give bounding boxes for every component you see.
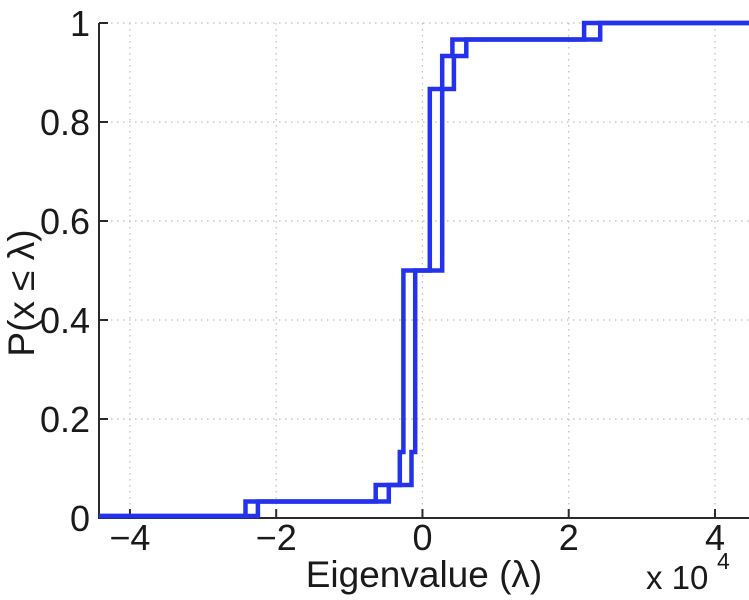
tick-labels: −4 −2 0 2 4 0 0.2 0.4 0.6 0.8 1 — [40, 3, 725, 558]
y-tick-label: 1 — [70, 3, 90, 44]
x-tick-label: 2 — [559, 517, 579, 558]
ecdf-curve-2 — [99, 20, 749, 519]
y-tick-label: 0.6 — [40, 201, 90, 242]
ecdf-curves — [99, 20, 749, 519]
x-tick-label: −2 — [256, 517, 297, 558]
x-axis-multiplier-base: x 10 — [646, 559, 708, 596]
x-tick-label: −4 — [109, 517, 150, 558]
y-tick-label: 0 — [70, 498, 90, 539]
x-axis-label: Eigenvalue (λ) — [306, 554, 543, 595]
y-tick-label: 0.4 — [40, 300, 90, 341]
y-tick-label: 0.2 — [40, 399, 90, 440]
x-tick-label: 0 — [412, 517, 432, 558]
x-axis-multiplier-exponent: 4 — [717, 548, 730, 574]
y-axis-label: P(x ≤ λ) — [1, 229, 42, 356]
x-tick-label: 4 — [705, 517, 725, 558]
x-axis-multiplier: x 10 4 — [646, 548, 730, 596]
y-tick-label: 0.8 — [40, 102, 90, 143]
